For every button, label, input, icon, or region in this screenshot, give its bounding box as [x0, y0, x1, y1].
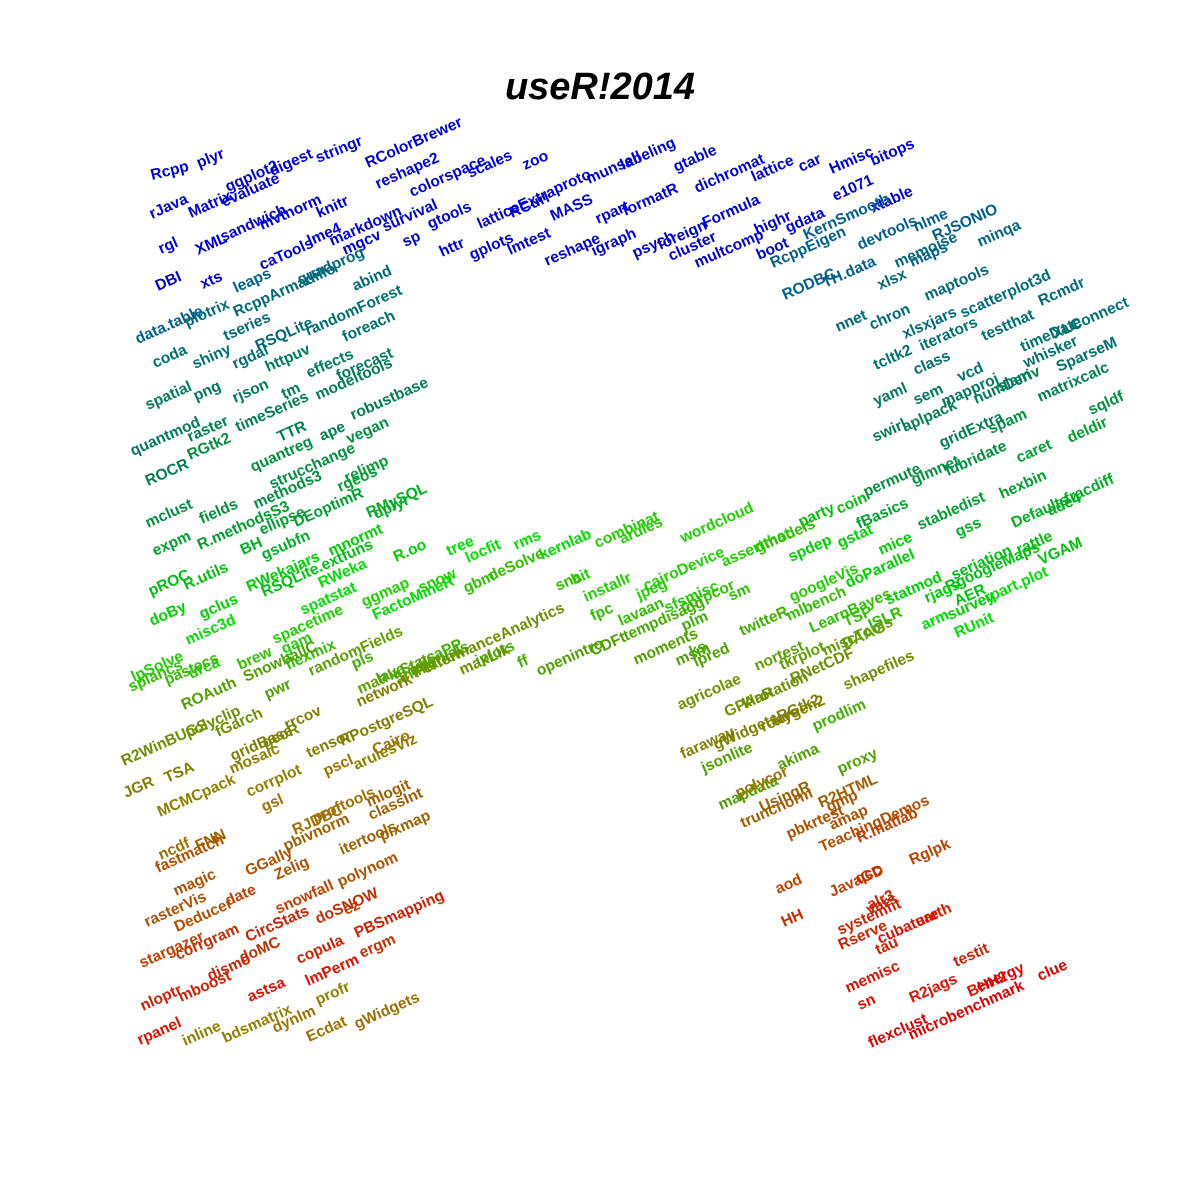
- cloud-word: pwr: [262, 676, 294, 703]
- cloud-word: nloptr: [138, 981, 185, 1014]
- cloud-word: inline: [180, 1018, 224, 1050]
- cloud-word: ez: [341, 896, 363, 918]
- cloud-word: fracdiff: [1062, 470, 1118, 507]
- cloud-word: DBI: [153, 268, 184, 294]
- cloud-word: doBy: [147, 598, 190, 629]
- cloud-word: memisc: [843, 957, 903, 996]
- cloud-word: testit: [951, 940, 992, 971]
- cloud-word: class: [911, 347, 953, 378]
- cloud-word: tm: [279, 379, 303, 402]
- cloud-word: sqldf: [1086, 388, 1128, 419]
- cloud-word: bit: [569, 565, 593, 588]
- cloud-word: aod: [773, 871, 805, 898]
- cloud-word: gtable: [671, 141, 720, 175]
- cloud-word: Rcpp: [149, 158, 191, 184]
- cloud-word: gstat: [835, 521, 876, 552]
- cloud-word: wordcloud: [677, 499, 756, 547]
- cloud-word: TH.data: [820, 253, 879, 292]
- cloud-word: ff: [515, 652, 532, 672]
- cloud-word: plotrix: [182, 296, 233, 331]
- cloud-word: rrcov: [282, 702, 325, 733]
- cloud-word: xlsx: [875, 266, 910, 294]
- cloud-word: CDFt: [588, 629, 629, 660]
- cloud-word: hexbin: [997, 467, 1050, 503]
- cloud-word: rpanel: [135, 1014, 184, 1048]
- cloud-word: tcltk2: [871, 342, 915, 374]
- cloud-word: bitops: [868, 135, 917, 169]
- cloud-word: rgdal: [230, 342, 272, 373]
- cloud-word: png: [191, 378, 224, 405]
- cloud-word: coda: [150, 341, 190, 371]
- cloud-word: date: [223, 881, 259, 910]
- cloud-word: R2jags: [907, 970, 960, 1006]
- cloud-word: gss: [953, 514, 984, 540]
- cloud-word: httr: [437, 235, 468, 261]
- cloud-word: caret: [1014, 436, 1055, 467]
- cloud-word: xts: [198, 268, 225, 293]
- cloud-word: rJava: [147, 190, 191, 222]
- cloud-word: rjson: [230, 376, 272, 407]
- cloud-word: R.oo: [391, 536, 429, 566]
- cloud-word: TSA: [162, 759, 197, 787]
- cloud-word: JGR: [121, 773, 157, 801]
- cloud-word: shiny: [190, 341, 234, 373]
- cloud-word: plyr: [194, 145, 227, 171]
- cloud-word: stringr: [313, 133, 365, 167]
- cloud-word: formatR: [620, 180, 681, 220]
- cloud-title: useR!2014: [504, 66, 696, 108]
- cloud-word: igraph: [589, 225, 639, 260]
- cloud-word: yaml: [871, 380, 910, 410]
- cloud-word: deldir: [1065, 414, 1110, 447]
- cloud-word: ROCR: [143, 456, 192, 490]
- cloud-word: labeling: [618, 134, 678, 173]
- cloud-word: ks: [687, 638, 710, 661]
- cloud-word: astsa: [245, 974, 288, 1006]
- cloud-word: vegan: [344, 414, 392, 448]
- cloud-word: zoo: [520, 147, 551, 173]
- cloud-word: pscl: [321, 752, 356, 780]
- cloud-word: spatial: [143, 378, 195, 414]
- cloud-word: sn: [855, 991, 878, 1014]
- cloud-word: HH: [779, 906, 806, 931]
- cloud-word: expm: [150, 528, 194, 560]
- cloud-word: mclust: [143, 496, 196, 532]
- cloud-word: clue: [1035, 956, 1071, 984]
- cloud-word: Rglpk: [907, 835, 954, 868]
- cloud-word: scales: [465, 147, 515, 182]
- cloud-word: nnet: [833, 307, 870, 336]
- cloud-word: car: [796, 151, 824, 176]
- cloud-word: gWidgets: [352, 989, 423, 1033]
- cloud-word: klaR: [740, 684, 777, 713]
- cloud-word: rgl: [156, 234, 181, 258]
- cloud-word: R.utils: [181, 559, 231, 594]
- cloud-word: XLConnect: [1050, 294, 1132, 343]
- cloud-word: sp: [400, 228, 423, 251]
